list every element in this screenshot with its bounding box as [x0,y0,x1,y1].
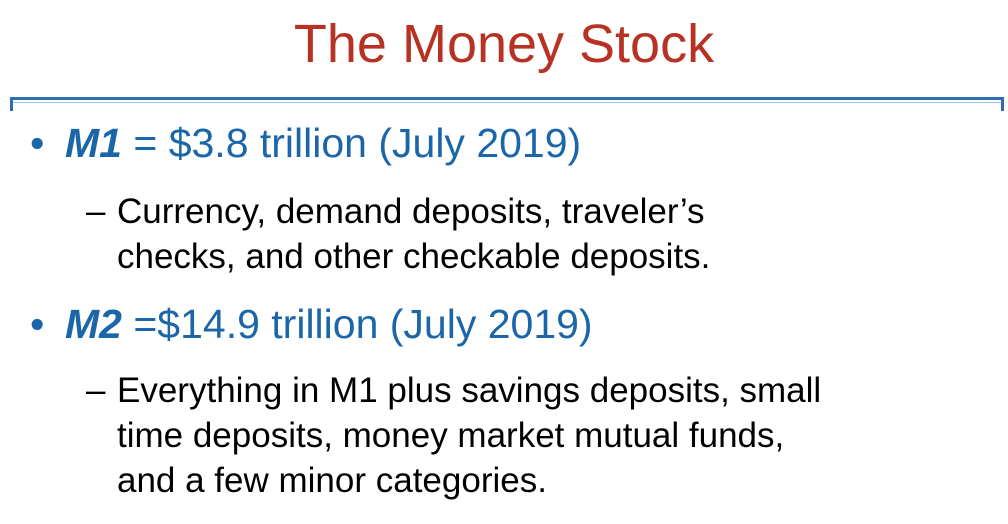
sub-bullet-line: Everything in M1 plus savings deposits, … [117,371,822,410]
bullet-marker: • [30,301,45,347]
bullet-term-m1: M1 [65,120,122,166]
sub-bullet-marker: – [86,192,106,231]
bullet-m2: • M2 =$14.9 trillion (July 2019) [30,300,593,348]
bullet-text-m1: = $3.8 trillion (July 2019) [121,120,582,166]
bullet-m1: • M1 = $3.8 trillion (July 2019) [30,119,581,167]
sub-bullet-line: and a few minor categories. [117,461,547,500]
sub-bullet-line: checks, and other checkable deposits. [117,237,711,276]
sub-bullet-line: time deposits, money market mutual funds… [117,416,785,455]
sub-bullet-marker: – [86,371,106,410]
bullet-marker: • [30,120,45,166]
sub-bullet-m1: – Currency, demand deposits, traveler’s … [86,189,710,279]
bullet-term-m2: M2 [65,301,122,347]
title-divider [10,97,1004,111]
bullet-text-m2: =$14.9 trillion (July 2019) [121,301,593,347]
sub-bullet-m2: – Everything in M1 plus savings deposits… [86,368,821,503]
slide-title: The Money Stock [293,14,715,74]
sub-bullet-line: Currency, demand deposits, traveler’s [117,192,705,231]
